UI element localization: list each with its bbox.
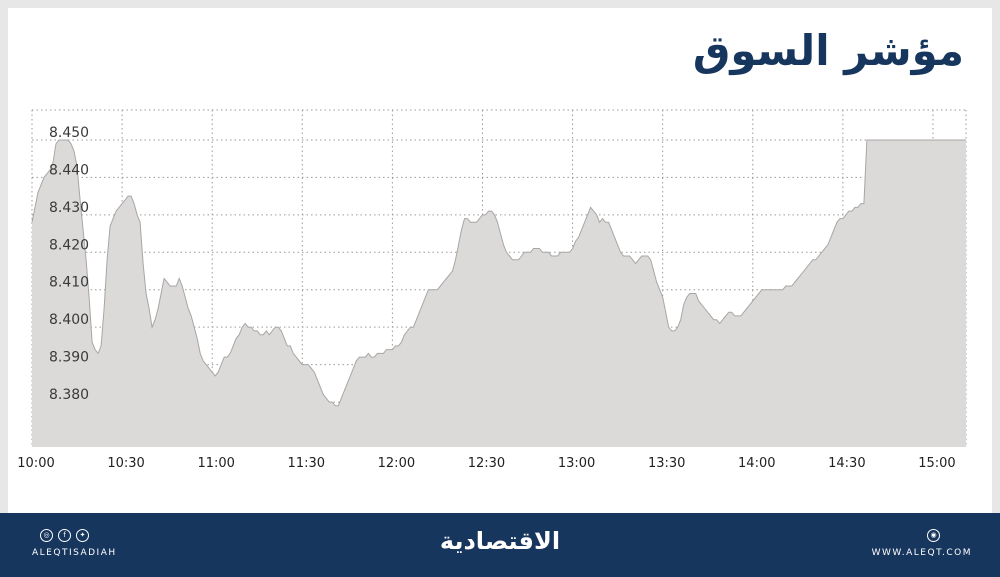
x-tick-label: 10:30 (107, 456, 144, 471)
social-handle: ALEQTISADIAH (32, 548, 117, 558)
social-icons: ◎ f ✦ (40, 529, 89, 542)
index-line (31, 139, 966, 407)
x-tick-label: 13:30 (648, 456, 685, 471)
x-tick-label: 11:00 (197, 456, 234, 471)
y-tick-label: 8.380 (49, 387, 89, 403)
facebook-icon[interactable]: f (58, 529, 71, 542)
x-tick-label: 14:00 (738, 456, 775, 471)
x-tick-label: 14:30 (828, 456, 865, 471)
index-area (32, 140, 966, 447)
y-tick-label: 8.420 (49, 237, 89, 253)
y-tick-label: 8.440 (49, 162, 89, 178)
web-icon[interactable]: ◉ (927, 529, 940, 542)
brand-logo: الاقتصادية (439, 527, 561, 555)
x-tick-label: 12:30 (468, 456, 505, 471)
x-tick-label: 10:00 (17, 456, 54, 471)
y-tick-label: 8.450 (49, 125, 89, 141)
market-index-chart: 8.380 8.390 8.400 8.410 8.420 8.430 8.440 8.450… (17, 109, 967, 471)
twitter-icon[interactable]: ✦ (76, 529, 89, 542)
x-tick-label: 11:30 (288, 456, 325, 471)
chart-title: مؤشر السوق (692, 26, 964, 75)
x-tick-label: 12:00 (378, 456, 415, 471)
y-tick-label: 8.390 (49, 350, 89, 366)
y-tick-label: 8.430 (49, 200, 89, 216)
y-tick-label: 8.400 (49, 312, 89, 328)
website-link[interactable]: WWW.ALEQT.COM (871, 548, 972, 558)
footer-bar: ◎ f ✦ ALEQTISADIAH الاقتصادية ◉ WWW.ALEQ… (0, 513, 1000, 577)
x-axis-ticks: 10:00 10:30 11:00 11:30 12:00 12:30 13:00 13:30… (17, 456, 955, 471)
x-tick-label: 13:00 (558, 456, 595, 471)
y-axis-ticks: 8.380 8.390 8.400 8.410 8.420 8.430 8.440 8.450 (49, 125, 89, 403)
instagram-icon[interactable]: ◎ (40, 529, 53, 542)
x-tick-label: 15:00 (918, 456, 955, 471)
y-tick-label: 8.410 (49, 275, 89, 291)
